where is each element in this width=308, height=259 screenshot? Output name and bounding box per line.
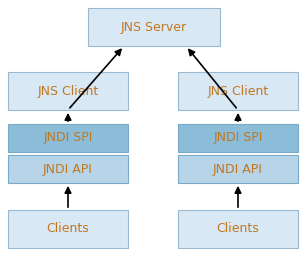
Text: Clients: Clients — [217, 222, 259, 235]
FancyBboxPatch shape — [8, 210, 128, 248]
Text: JNS Client: JNS Client — [37, 84, 99, 97]
FancyBboxPatch shape — [8, 155, 128, 183]
FancyBboxPatch shape — [178, 210, 298, 248]
Text: JNS Server: JNS Server — [121, 20, 187, 33]
Text: JNDI SPI: JNDI SPI — [43, 132, 93, 145]
FancyBboxPatch shape — [178, 124, 298, 152]
FancyBboxPatch shape — [8, 72, 128, 110]
FancyBboxPatch shape — [178, 72, 298, 110]
Text: JNDI API: JNDI API — [213, 162, 263, 176]
FancyBboxPatch shape — [88, 8, 220, 46]
Text: JNDI API: JNDI API — [43, 162, 93, 176]
Text: Clients: Clients — [47, 222, 89, 235]
FancyBboxPatch shape — [8, 124, 128, 152]
FancyBboxPatch shape — [178, 155, 298, 183]
Text: JNS Client: JNS Client — [207, 84, 269, 97]
Text: JNDI SPI: JNDI SPI — [213, 132, 263, 145]
